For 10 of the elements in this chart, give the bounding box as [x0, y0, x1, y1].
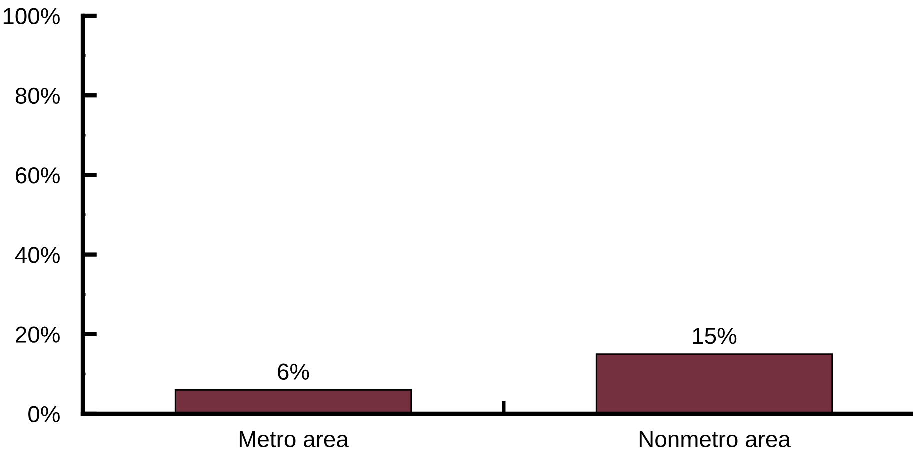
data-label: 15%: [693, 328, 737, 344]
y-tick-label: 0%: [28, 406, 60, 423]
y-tick-label: 100%: [4, 8, 60, 25]
y-tick-label: 60%: [16, 168, 60, 184]
x-tick-label: Nonmetro area: [640, 432, 791, 448]
y-tick-label: 80%: [16, 88, 60, 104]
y-tick-label: 20%: [16, 326, 60, 343]
data-label: 6%: [278, 364, 310, 380]
x-tick-label: Metro area: [240, 432, 349, 448]
y-tick-label: 40%: [15, 247, 60, 264]
